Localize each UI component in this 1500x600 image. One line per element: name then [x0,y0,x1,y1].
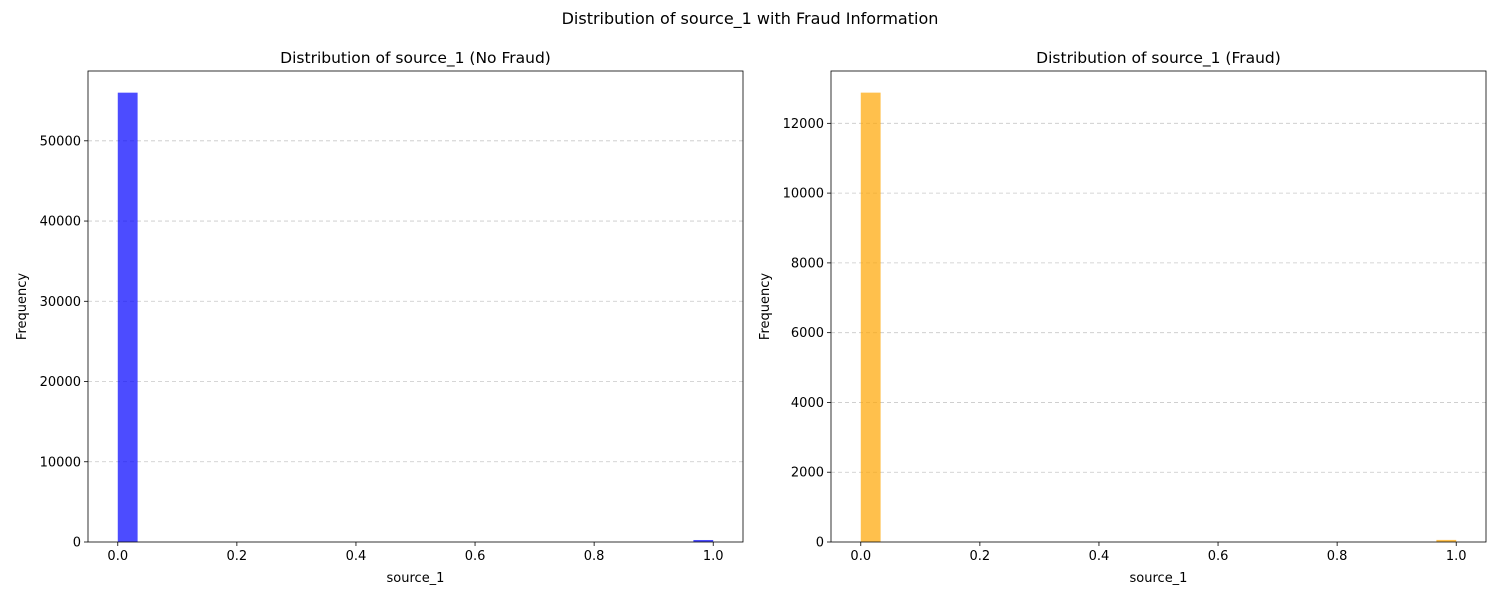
x-tick-label: 0.8 [1327,549,1348,564]
x-tick-label: 0.0 [850,549,871,564]
y-tick-label: 40000 [40,215,81,230]
y-axis-label: Frequency [758,273,773,340]
histogram-bar [1436,539,1457,542]
subplot-title: Distribution of source_1 (No Fraud) [280,49,551,68]
figure-title: Distribution of source_1 with Fraud Info… [561,9,939,28]
x-tick-label: 0.6 [1208,549,1229,564]
y-tick-label: 10000 [783,187,824,202]
histogram-bar [117,92,138,542]
x-tick-label: 0.4 [346,549,367,564]
y-tick-label: 10000 [40,455,81,470]
y-axis-label: Frequency [15,273,30,340]
subplot-title: Distribution of source_1 (Fraud) [1036,49,1281,68]
x-tick-label: 0.4 [1089,549,1110,564]
x-tick-label: 0.6 [465,549,486,564]
x-tick-label: 1.0 [1446,549,1467,564]
y-tick-label: 6000 [791,326,824,341]
y-tick-label: 12000 [783,117,824,132]
y-tick-label: 8000 [791,256,824,271]
y-tick-label: 50000 [40,134,81,149]
x-axis-label: source_1 [1130,571,1188,586]
x-tick-label: 0.2 [970,549,991,564]
histogram-bar [693,539,714,542]
y-tick-label: 2000 [791,466,824,481]
histogram-bar [860,92,881,543]
y-tick-label: 4000 [791,396,824,411]
x-tick-label: 0.2 [227,549,248,564]
y-tick-label: 30000 [40,295,81,310]
y-tick-label: 0 [73,536,81,551]
y-tick-label: 20000 [40,375,81,390]
x-axis-label: source_1 [387,571,445,586]
y-tick-label: 0 [816,536,824,551]
axes-frame [830,70,1487,543]
axes-frame [87,70,744,543]
x-tick-label: 1.0 [703,549,724,564]
x-tick-label: 0.0 [107,549,128,564]
x-tick-label: 0.8 [584,549,605,564]
